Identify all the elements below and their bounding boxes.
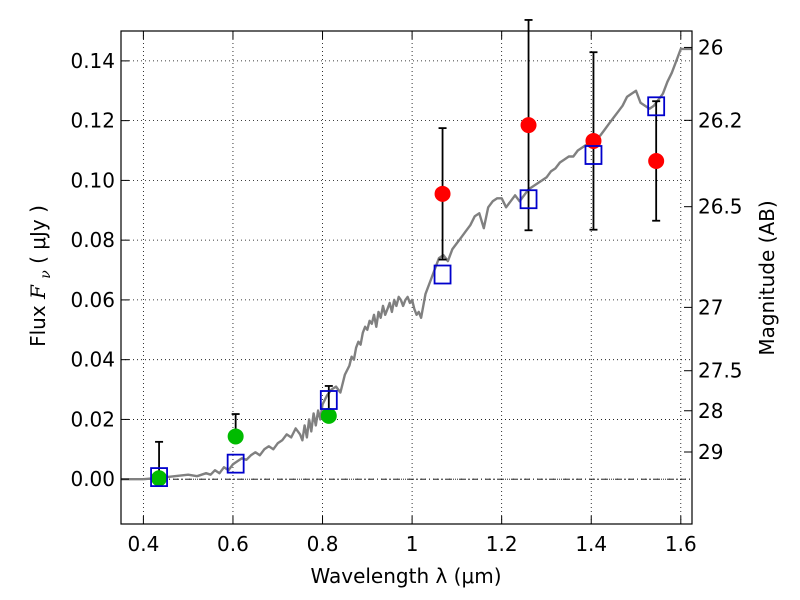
model-photometry-square [519,189,538,210]
green-data-point [151,470,168,487]
axes: 0.4 0.6 0.8 1 1.2 1.4 1.6 0.00 0.02 0.04 0.06 0.08 0… [70,31,743,556]
x-tick-label: 0.8 [307,532,339,556]
y2-tick-label: 26.2 [698,108,743,132]
red-data-point [434,185,451,202]
x-tick-label: 1.6 [665,532,697,556]
y-tick-label: 0.06 [70,288,115,312]
green-data-point [320,407,337,424]
y-tick-label: 0.12 [70,109,115,133]
x-tick-label: 1.2 [486,532,518,556]
y-axis-label-unit: ( μJy ) [26,205,50,264]
x-tick-label: 0.6 [217,532,249,556]
x-axis-label: Wavelength λ (μm) [310,564,501,588]
model-photometry-square [433,264,452,285]
x-tick-label: 0.4 [127,532,159,556]
y-tick-label: 0.02 [70,407,115,431]
y-tick-label: 0.04 [70,348,115,372]
y-axis-label-prefix: Flux [26,299,50,347]
plot-area [121,19,692,487]
y-axis-label-subscript: ν [38,270,54,279]
y2-tick-label: 26.5 [698,195,743,219]
red-data-point [520,117,537,134]
model-photometry-square [647,96,666,117]
y-tick-label: 0.14 [70,49,115,73]
y-axis-label-symbol: F [26,284,50,300]
y-tick-label: 0.10 [70,168,115,192]
red-data-point [648,152,665,169]
y2-tick-label: 29 [698,440,723,464]
red-data-point [585,132,602,149]
model-photometry-square [584,145,603,165]
model-photometry-square [150,467,168,487]
model-photometry-square [319,390,338,410]
model-photometry-square [226,453,245,474]
y2-tick-label: 27 [698,295,723,319]
y-tick-label: 0.08 [70,228,115,252]
x-tick-label: 1 [406,532,419,556]
grid [121,31,692,524]
y2-tick-label: 26 [698,35,723,59]
x-tick-label: 1.4 [575,532,607,556]
y2-axis-label: Magnitude (AB) [755,200,779,355]
y2-tick-label: 28 [698,399,723,423]
y2-tick-label: 27.5 [698,359,743,383]
green-data-point [227,428,244,445]
plot-frame [120,30,693,525]
y-axis-label: Flux F ν ( μJy ) [26,205,55,347]
y-tick-label: 0.00 [70,467,115,491]
